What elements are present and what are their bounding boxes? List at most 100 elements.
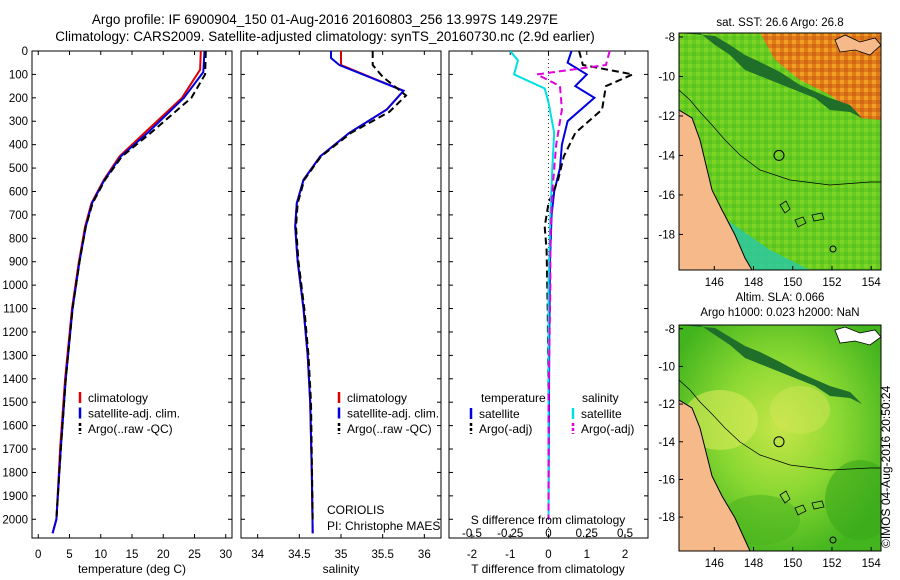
sla-map-frame bbox=[678, 324, 882, 552]
s-tick-label: 0.5 bbox=[617, 528, 633, 540]
depth-contour bbox=[679, 89, 881, 186]
x-tick-label: 36 bbox=[418, 549, 431, 561]
map-y-tick-label: -16 bbox=[658, 190, 675, 202]
map-x-tick-label: 150 bbox=[783, 277, 802, 289]
x-tick-label: 34.5 bbox=[288, 549, 310, 561]
y-tick-label: 1500 bbox=[2, 397, 28, 409]
x-tick-label: -2 bbox=[467, 549, 477, 561]
warm-water-region bbox=[760, 33, 881, 120]
y-tick-label: 600 bbox=[9, 186, 28, 198]
legend-label: climatology bbox=[88, 391, 148, 405]
x-tick-label: 5 bbox=[66, 549, 72, 561]
x-tick-label: -1 bbox=[505, 549, 515, 561]
map-x-tick-label: 152 bbox=[822, 558, 841, 570]
title-line-1: Argo profile: IF 6900904_150 01-Aug-2016… bbox=[91, 12, 559, 27]
sla-map: Altim. SLA: 0.066 Argo h1000: 0.023 h200… bbox=[658, 292, 882, 570]
y-tick-label: 1600 bbox=[2, 421, 28, 433]
y-tick-label: 1700 bbox=[2, 444, 28, 456]
map-y-tick-label: -12 bbox=[658, 399, 675, 411]
argo-float-marker bbox=[773, 149, 785, 161]
x-tick-label: 15 bbox=[126, 549, 139, 561]
s-tick-label: -0.5 bbox=[462, 528, 482, 540]
australia-land-2 bbox=[679, 399, 751, 551]
salinity-panel: 34 34.5 35 35.5 36 climatology satellite-adj.… bbox=[240, 50, 442, 576]
legend-label: satellite bbox=[581, 407, 622, 421]
legend-group-title: temperature bbox=[481, 391, 546, 405]
temperature-panel: 0100200300400500600700800900100011001200… bbox=[2, 46, 233, 576]
legend-label: climatology bbox=[347, 391, 407, 405]
salinity-frame bbox=[240, 50, 442, 539]
temperature-frame bbox=[31, 50, 233, 539]
y-tick-label: 1900 bbox=[2, 491, 28, 503]
map-x-tick-label: 154 bbox=[862, 277, 882, 289]
map-y-tick-label: -14 bbox=[658, 437, 675, 449]
new-guinea-coast-2 bbox=[679, 325, 862, 404]
s-tick-label: -0.25 bbox=[497, 528, 523, 540]
sla-high-2 bbox=[770, 386, 830, 434]
depth-contour-2 bbox=[679, 379, 881, 471]
series-line-satellite-adj-clim- bbox=[294, 51, 406, 534]
australia-land bbox=[679, 109, 753, 270]
x-tick-label: 25 bbox=[188, 549, 201, 561]
sst-map-title: sat. SST: 26.6 Argo: 26.8 bbox=[716, 17, 843, 29]
pi-label: PI: Christophe MAES bbox=[327, 519, 440, 533]
map-x-tick-label: 148 bbox=[744, 277, 763, 289]
y-tick-label: 500 bbox=[9, 163, 28, 175]
salinity-xlabel: salinity bbox=[323, 562, 360, 576]
reef-outlines bbox=[779, 200, 825, 228]
series-line-salinity-argo-adj- bbox=[533, 51, 611, 520]
y-tick-label: 1200 bbox=[2, 327, 28, 339]
map-x-tick-label: 146 bbox=[705, 277, 724, 289]
coriolis-label: CORIOLIS bbox=[327, 503, 384, 517]
y-tick-label: 300 bbox=[9, 116, 28, 128]
x-tick-label: 10 bbox=[94, 549, 107, 561]
sst-map-frame bbox=[678, 32, 882, 271]
x-tick-label: 35 bbox=[335, 549, 348, 561]
y-tick-label: 100 bbox=[9, 69, 28, 81]
y-tick-label: 800 bbox=[9, 233, 28, 245]
legend-label: Argo(..raw -QC) bbox=[88, 422, 173, 436]
legend-label: Argo(-adj) bbox=[479, 422, 532, 436]
sla-low-1 bbox=[825, 460, 881, 540]
secondary-marker bbox=[829, 245, 837, 253]
sla-map-subtitle: Argo h1000: 0.023 h2000: NaN bbox=[700, 307, 859, 319]
x-tick-label: 30 bbox=[219, 549, 232, 561]
map-y-tick-label: -14 bbox=[658, 150, 675, 162]
s-tick-label: 0 bbox=[545, 528, 551, 540]
y-tick-label: 900 bbox=[9, 257, 28, 269]
s-difference-label: S difference from climatology bbox=[471, 513, 626, 527]
map-y-tick-label: -8 bbox=[665, 32, 675, 44]
x-tick-label: 0 bbox=[545, 549, 551, 561]
y-tick-label: 0 bbox=[22, 46, 28, 58]
map-x-tick-label: 148 bbox=[744, 558, 763, 570]
sla-map-title: Altim. SLA: 0.066 bbox=[736, 292, 825, 304]
legend-label: satellite-adj. clim. bbox=[347, 407, 439, 421]
x-tick-label: 2 bbox=[622, 549, 628, 561]
s-tick-label: 0.25 bbox=[576, 528, 598, 540]
map-x-tick-label: 152 bbox=[822, 277, 841, 289]
y-tick-label: 700 bbox=[9, 210, 28, 222]
argo-float-marker-2 bbox=[773, 436, 785, 448]
map-x-tick-label: 150 bbox=[783, 558, 802, 570]
map-y-tick-label: -10 bbox=[658, 71, 675, 83]
secondary-marker-2 bbox=[829, 536, 837, 544]
x-tick-label: 20 bbox=[157, 549, 170, 561]
series-line-salinity-satellite bbox=[509, 51, 556, 520]
y-tick-label: 2000 bbox=[2, 514, 28, 526]
y-tick-label: 1400 bbox=[2, 374, 28, 386]
temperature-xlabel: temperature (deg C) bbox=[78, 562, 186, 576]
y-tick-label: 200 bbox=[9, 93, 28, 105]
reef-outlines-2 bbox=[779, 490, 825, 516]
new-guinea-coast bbox=[679, 33, 862, 118]
island-group-2 bbox=[834, 326, 881, 346]
y-tick-label: 1800 bbox=[2, 467, 28, 479]
y-tick-label: 1100 bbox=[3, 304, 28, 316]
map-y-tick-label: -10 bbox=[658, 361, 675, 373]
map-y-tick-label: -18 bbox=[658, 229, 675, 241]
legend-group-title: salinity bbox=[582, 391, 619, 405]
x-tick-label: 0 bbox=[35, 549, 41, 561]
legend-label: satellite-adj. clim. bbox=[88, 407, 180, 421]
legend-label: satellite bbox=[479, 407, 520, 421]
series-line-argo-raw-qc- bbox=[294, 51, 408, 520]
